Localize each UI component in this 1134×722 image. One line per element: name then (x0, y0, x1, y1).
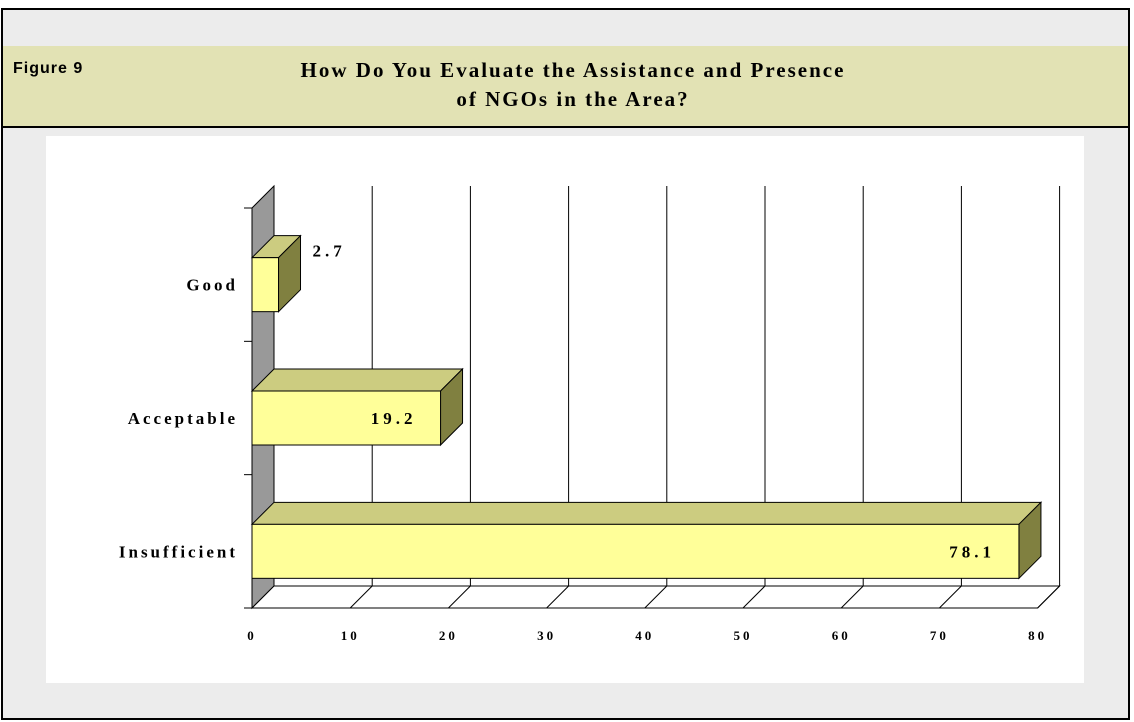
category-label: Good (186, 276, 238, 295)
x-tick-label: 10 (341, 628, 360, 643)
category-label: Insufficient (119, 542, 238, 561)
chart-title: How Do You Evaluate the Assistance and P… (163, 56, 983, 114)
floor-gridline (448, 585, 471, 609)
chart-title-line-1: How Do You Evaluate the Assistance and P… (300, 58, 846, 82)
data-label: 78.1 (949, 542, 995, 561)
floor-gridline (546, 585, 569, 609)
chart-title-line-2: of NGOs in the Area? (456, 87, 690, 111)
x-tick-label: 40 (635, 628, 654, 643)
data-label: 19.2 (371, 409, 417, 428)
chart-panel: 0 10 20 30 40 50 60 70 80 Good 2.7 Acceptable 19.2 In… (46, 136, 1084, 683)
floor-gridline (939, 585, 962, 609)
bar-top (250, 368, 464, 392)
floor-gridline (644, 585, 668, 609)
figure-header: Figure 9 How Do You Evaluate the Assista… (3, 46, 1128, 128)
category-label: Acceptable (128, 409, 238, 428)
bar (251, 523, 1020, 579)
floor-gridline (742, 585, 766, 609)
x-tick-label: 50 (734, 628, 753, 643)
bar-top (250, 501, 1043, 525)
x-tick-label: 20 (439, 628, 458, 643)
bar-chart: 0 10 20 30 40 50 60 70 80 Good 2.7 Acceptable 19.2 In… (119, 184, 1061, 643)
figure-label: Figure 9 (13, 60, 84, 77)
x-tick-label: 80 (1028, 628, 1047, 643)
bar (251, 390, 442, 446)
floor-gridline (1037, 585, 1060, 609)
x-tick-label: 0 (247, 628, 257, 643)
bar (251, 257, 280, 313)
floor-gridline (349, 585, 373, 609)
x-tick-label: 60 (832, 628, 851, 643)
floor-gridline (840, 585, 864, 609)
x-tick-label: 70 (930, 628, 949, 643)
data-label: 2.7 (313, 242, 346, 261)
x-tick-label: 30 (537, 628, 556, 643)
